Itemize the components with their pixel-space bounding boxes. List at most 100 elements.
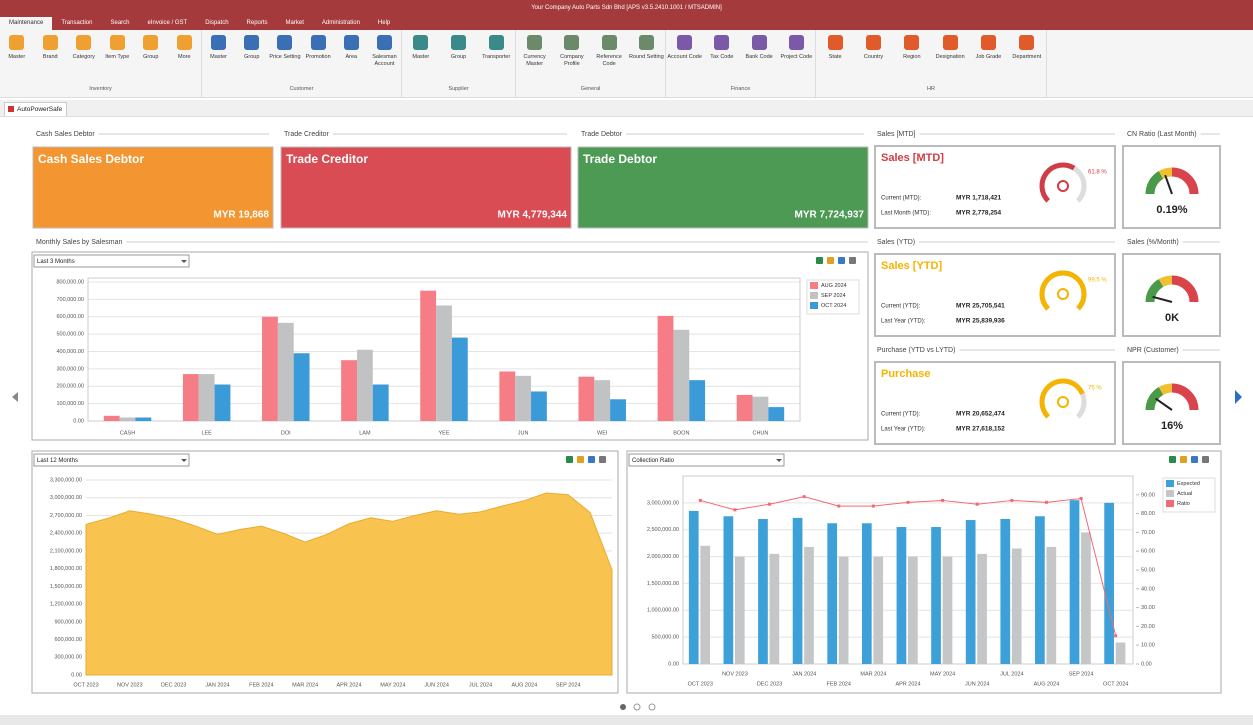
y-tick-label: 0.00 <box>668 661 679 667</box>
gauge-band <box>1145 171 1164 195</box>
ribbon-button[interactable]: Job Grade <box>969 30 1007 86</box>
dropdown[interactable] <box>33 453 190 467</box>
ribbon-icon <box>904 35 920 50</box>
ribbon-button[interactable]: Bank Code <box>741 30 778 86</box>
page-dot[interactable] <box>648 703 656 711</box>
ribbon-button[interactable]: Tax Code <box>703 30 740 86</box>
ribbon-button[interactable]: More <box>168 30 202 86</box>
bar <box>977 553 987 664</box>
dropdown[interactable] <box>33 254 190 268</box>
x-tick-label: YEE <box>438 430 449 436</box>
ribbon-icon <box>244 35 260 50</box>
ribbon-label: State <box>828 54 842 60</box>
ribbon-button[interactable]: Price Setting <box>268 30 301 86</box>
ribbon-button[interactable]: Group <box>134 30 168 86</box>
ribbon-label: Tax Code <box>710 54 734 60</box>
ribbon-button[interactable]: Master <box>202 30 235 86</box>
toolbar-icon <box>1202 456 1209 463</box>
dropdown-text: Last 3 Months <box>37 259 75 265</box>
ribbon-label: Account Code <box>667 54 702 60</box>
bar <box>657 315 674 421</box>
page-dot[interactable] <box>633 703 641 711</box>
menu-tab[interactable]: Help <box>377 20 391 26</box>
y-tick-label: 1,000,000.00 <box>647 608 679 614</box>
ribbon-button[interactable]: Region <box>893 30 931 86</box>
gauge-band <box>1171 383 1199 411</box>
ring-label: 99.5 % <box>1088 278 1107 284</box>
ribbon-label: Group <box>244 54 260 60</box>
bar <box>723 516 734 664</box>
bar <box>499 371 516 421</box>
bar <box>451 337 468 421</box>
ribbon-button[interactable]: Group <box>440 30 478 86</box>
ribbon-button[interactable]: Reference Code <box>591 30 628 86</box>
ribbon-button[interactable]: Group <box>235 30 268 86</box>
ribbon-button[interactable]: Currency Master <box>516 30 553 86</box>
ribbon-group-label: Finance <box>730 86 751 92</box>
menu-tab[interactable]: eInvoice / GST <box>147 20 188 26</box>
ribbon-label: Project Code <box>780 54 813 60</box>
ribbon-button[interactable]: Promotion <box>302 30 335 86</box>
ribbon-button[interactable]: Country <box>854 30 892 86</box>
ribbon-button[interactable]: Item Type <box>101 30 135 86</box>
menu-tab[interactable]: Administration <box>321 20 360 26</box>
ribbon-button[interactable]: Master <box>0 30 34 86</box>
dropdown[interactable] <box>628 453 785 467</box>
kpi-value: MYR 20,652,474 <box>956 411 1005 418</box>
menu-tab[interactable]: Maintenance <box>0 17 53 30</box>
ribbon-label: Designation <box>935 54 965 60</box>
y-tick-label: 500,000.00 <box>56 332 84 338</box>
document-tab[interactable]: AutoPowerSafe <box>4 102 68 116</box>
menu-tab[interactable]: Market <box>285 20 304 26</box>
y-tick-label: 300,000.00 <box>54 655 82 661</box>
x-tick-label: LAM <box>359 430 371 436</box>
x-tick-label: MAY 2024 <box>930 671 955 677</box>
card <box>577 146 869 229</box>
menu-tab[interactable]: Dispatch <box>205 20 229 26</box>
ribbon-button[interactable]: Area <box>335 30 368 86</box>
bar <box>182 374 199 421</box>
y-tick-label: 40.00 <box>1141 586 1155 592</box>
bar <box>700 545 711 664</box>
kpi-label: Current (YTD): <box>881 412 921 418</box>
ribbon-icon <box>310 35 326 50</box>
x-tick-label: OCT 2024 <box>1103 681 1128 687</box>
ribbon-button[interactable]: Round Setting <box>628 30 665 86</box>
x-tick-label: JAN 2024 <box>792 671 816 677</box>
bar <box>688 510 699 664</box>
ribbon-button[interactable]: Company Profile <box>553 30 590 86</box>
x-tick-label: JUL 2024 <box>1000 671 1023 677</box>
ribbon-icon <box>211 35 227 50</box>
ribbon-button[interactable]: Department <box>1008 30 1046 86</box>
ribbon-button[interactable]: Account Code <box>666 30 703 86</box>
card-title: Trade Debtor <box>583 152 657 166</box>
prev-arrow[interactable] <box>12 392 18 402</box>
next-arrow[interactable] <box>1235 390 1242 404</box>
gauge-needle <box>1152 295 1173 303</box>
card-title: Cash Sales Debtor <box>38 152 144 166</box>
ribbon-button[interactable]: Transporter <box>477 30 515 86</box>
page-dot[interactable] <box>620 704 626 710</box>
dropdown-text: Collection Ratio <box>632 458 675 464</box>
menu-tab[interactable]: Search <box>110 20 130 26</box>
toolbar-icon <box>849 257 856 264</box>
menu-tab[interactable]: Transaction <box>61 20 93 26</box>
ribbon-group-label: Inventory <box>89 86 112 92</box>
ribbon-group: Currency Master Company Profile Reference … <box>516 30 666 97</box>
ribbon-button[interactable]: Project Code <box>778 30 815 86</box>
ribbon-button[interactable]: Salesman Account <box>368 30 401 86</box>
legend-label: Actual <box>1177 491 1192 497</box>
bar <box>792 517 803 664</box>
ribbon-icon <box>143 35 159 50</box>
line-marker <box>1010 498 1014 502</box>
bar <box>908 556 918 664</box>
ribbon-button[interactable]: Master <box>402 30 440 86</box>
ribbon-button[interactable]: State <box>816 30 854 86</box>
ribbon-button[interactable]: Category <box>67 30 101 86</box>
ribbon-button[interactable]: Designation <box>931 30 969 86</box>
ribbon-group-label: Supplier <box>448 86 469 92</box>
line-marker <box>837 504 841 508</box>
menu-tab[interactable]: Reports <box>246 20 268 26</box>
kpi-label: Last Year (YTD): <box>881 319 926 325</box>
ribbon-button[interactable]: Brand <box>34 30 68 86</box>
